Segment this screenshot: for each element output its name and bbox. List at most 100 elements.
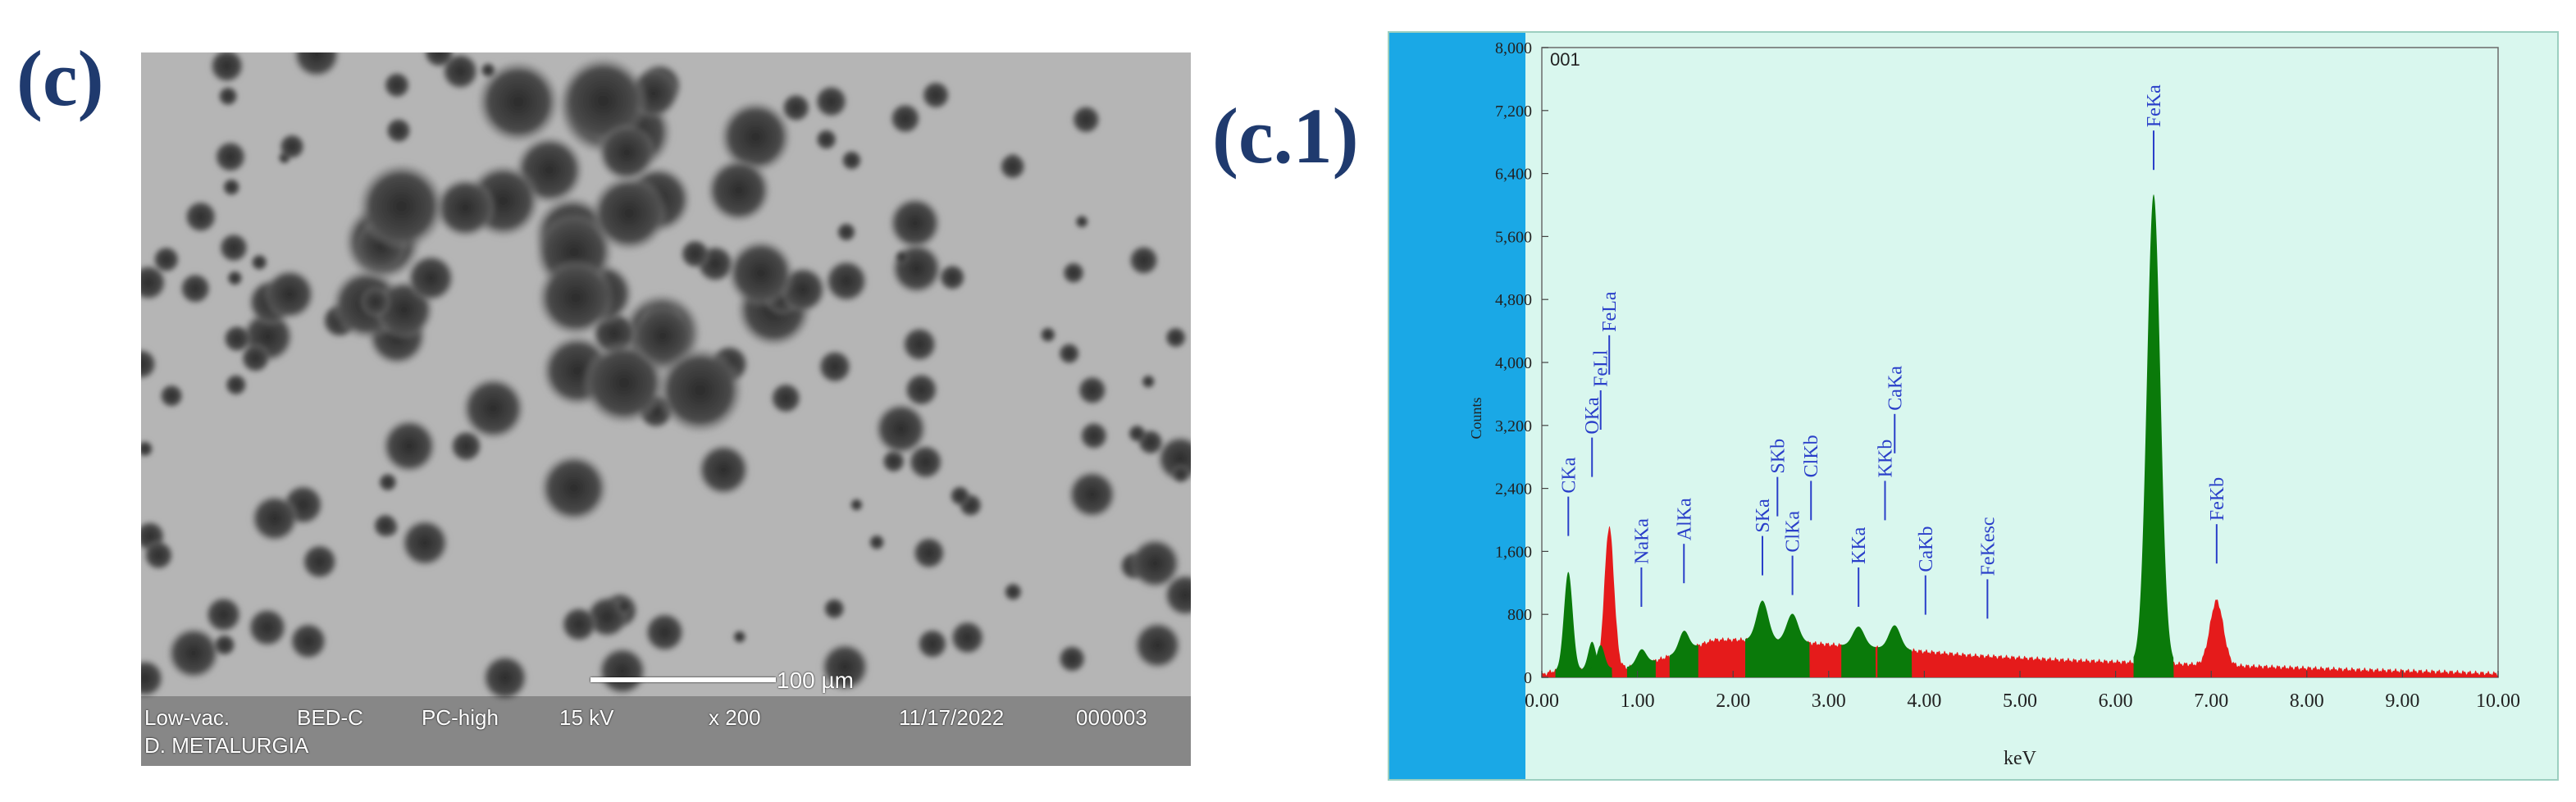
x-axis-label: keV [2004,748,2037,769]
corrosion-spot [999,153,1027,180]
x-tick-label: 10.00 [2476,690,2520,712]
sem-date: 11/17/2022 [899,705,1004,731]
peak-label-FeLa: FeLa [1599,291,1621,332]
corrosion-spot [217,86,239,107]
x-tick-label: 0.00 [1525,690,1559,712]
plot-area [1542,48,2498,677]
corrosion-spot [631,304,695,368]
y-axis-label: Counts [1468,397,1484,439]
corrosion-spot [895,250,910,265]
corrosion-spot [815,128,838,151]
peak-label-FeKesc: FeKesc [1977,517,1999,576]
corrosion-spot [218,232,249,263]
corrosion-spot [560,606,598,644]
sem-image-id: 000003 [1076,705,1147,731]
y-tick-label: 0 [1524,669,1532,687]
x-tick-label: 3.00 [1812,690,1846,712]
corrosion-spot [841,149,862,171]
corrosion-spot [680,239,711,270]
corrosion-spot [949,485,970,506]
corrosion-spot [888,196,942,250]
scale-bar [590,677,776,682]
x-tick-label: 6.00 [2099,690,2133,712]
corrosion-spot [1004,582,1024,602]
y-tick-label: 4,000 [1495,354,1532,372]
corrosion-spot [289,622,328,661]
corrosion-spot [1171,464,1191,484]
corrosion-spot [222,324,252,353]
corrosion-spot [1128,424,1147,443]
corrosion-spot [1062,261,1086,285]
corrosion-spot [644,611,686,653]
peak-label-KKb: KKb [1875,440,1896,478]
corrosion-spot [159,383,185,408]
corrosion-spot [1079,421,1110,451]
corrosion-spot [184,199,218,234]
corrosion-spot [263,268,316,321]
x-tick-label: 4.00 [1907,690,1941,712]
y-tick-label: 7,200 [1495,103,1532,121]
sem-lab-name: D. METALURGIA [144,733,308,759]
panel-label-c: (c) [16,33,104,124]
sem-detector: BED-C [297,705,363,731]
x-tick-label: 8.00 [2290,690,2324,712]
corrosion-spot [1141,374,1156,389]
y-tick-label: 800 [1507,606,1532,624]
corrosion-spot [1075,215,1089,229]
x-tick-label: 7.00 [2194,690,2228,712]
corrosion-spot [921,80,951,111]
x-tick-label: 5.00 [2003,690,2037,712]
corrosion-spot [383,71,411,99]
corrosion-spot [616,597,634,615]
spectrum-id: 001 [1550,49,1580,70]
corrosion-spot [950,619,986,655]
peak-label-ClKb: ClKb [1801,435,1822,477]
corrosion-spot [1077,375,1108,406]
y-tick-label: 8,000 [1495,39,1532,57]
corrosion-spot [143,540,174,571]
corrosion-spot [1128,537,1181,590]
corrosion-spot [850,498,864,512]
corrosion-spot [732,630,746,644]
corrosion-spot [381,418,438,475]
corrosion-spot [597,645,648,696]
eds-chart: 001 0 800 1,600 2,400 3,200 4,000 4,800 5,600 6,… [1389,33,2557,779]
corrosion-spot [1067,469,1117,519]
sem-voltage: 15 kV [559,705,614,731]
corrosion-spot [590,174,668,252]
corrosion-spot [1165,326,1188,349]
corrosion-spot [222,178,241,197]
peak-label-ClKa: ClKa [1783,511,1804,553]
sem-micrograph: 100 µm Low-vac. BED-C PC-high 15 kV x 20… [141,52,1191,766]
peak-label-SKb: SKb [1767,439,1789,474]
corrosion-spot [597,123,657,183]
x-tick-label: 1.00 [1621,690,1655,712]
corrosion-spot [916,627,948,659]
peak-label-AlKa: AlKa [1674,498,1695,540]
corrosion-spot [696,443,750,497]
corrosion-spot [226,270,243,286]
corrosion-spot [449,430,483,463]
y-tick-label: 4,800 [1495,291,1532,309]
corrosion-spot [279,133,306,160]
corrosion-spot [166,626,221,680]
peak-label-FeLl: FeLl [1591,349,1612,387]
peak-label-FeKa: FeKa [2144,84,2165,127]
corrosion-spot [406,253,455,303]
corrosion-spot [727,239,796,308]
peak-label-CaKa: CaKa [1885,366,1906,411]
corrosion-spot [372,513,399,539]
corrosion-spot [400,518,450,568]
corrosion-spot [250,494,299,543]
x-tick-label: 2.00 [1716,690,1750,712]
corrosion-spot [481,62,496,78]
corrosion-spot [706,157,773,224]
corrosion-spot [769,382,802,415]
peak-label-CKa: CKa [1558,457,1580,493]
corrosion-spot [378,472,398,492]
corrosion-spot [814,84,849,119]
corrosion-spot [824,259,869,303]
corrosion-spot [904,372,939,408]
corrosion-spot [912,535,946,570]
corrosion-spot [225,373,248,396]
